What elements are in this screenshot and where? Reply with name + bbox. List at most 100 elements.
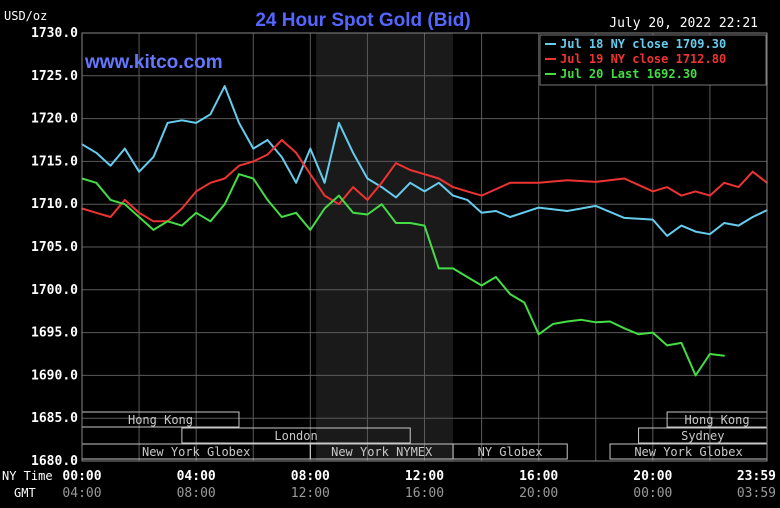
x-tick-label-ny: 12:00 xyxy=(405,469,444,484)
x-tick-label-ny: 23:59 xyxy=(737,469,776,484)
series-point-2 xyxy=(252,160,255,163)
series-point-1 xyxy=(466,199,469,201)
series-point-2 xyxy=(309,173,312,176)
series-point-1 xyxy=(623,217,626,219)
series-point-2 xyxy=(366,199,369,201)
series-point-2 xyxy=(238,164,240,167)
series-point-2 xyxy=(709,194,711,197)
series-point-1 xyxy=(295,182,297,184)
series-point-3 xyxy=(238,173,240,176)
y-tick-label: 1690.0 xyxy=(31,368,78,383)
session-label: NY Globex xyxy=(478,445,543,459)
series-point-1 xyxy=(723,222,725,224)
series-point-2 xyxy=(280,139,283,141)
series-point-2 xyxy=(652,190,654,193)
series-point-1 xyxy=(366,177,369,180)
series-point-2 xyxy=(509,182,511,184)
series-point-2 xyxy=(423,173,426,176)
series-point-1 xyxy=(152,156,155,158)
series-point-1 xyxy=(495,210,497,212)
series-point-1 xyxy=(594,205,597,207)
chart-timestamp: July 20, 2022 22:21 xyxy=(609,16,758,31)
series-point-2 xyxy=(409,169,412,171)
session-label: London xyxy=(274,429,317,443)
series-point-2 xyxy=(223,177,226,180)
series-point-3 xyxy=(437,267,440,270)
legend-entry: Jul 18 NY close 1709.30 xyxy=(560,37,726,51)
chart-title: 24 Hour Spot Gold (Bid) xyxy=(255,10,470,31)
series-point-2 xyxy=(566,179,569,182)
y-unit-label: USD/oz xyxy=(4,9,47,23)
x-row-label-gmt: GMT xyxy=(14,486,36,500)
series-point-1 xyxy=(509,216,511,218)
y-tick-label: 1695.0 xyxy=(31,326,78,341)
session-label: Sydney xyxy=(681,429,724,443)
x-tick-label-ny: 08:00 xyxy=(291,469,330,484)
series-point-3 xyxy=(495,276,497,278)
series-point-3 xyxy=(124,203,126,205)
session-label: Hong Kong xyxy=(128,413,193,427)
series-point-3 xyxy=(395,222,397,224)
x-tick-label-gmt: 12:00 xyxy=(291,486,330,501)
series-point-3 xyxy=(566,320,569,323)
series-point-3 xyxy=(623,327,626,330)
series-point-2 xyxy=(138,211,140,214)
series-point-1 xyxy=(266,139,269,141)
series-point-3 xyxy=(380,203,383,205)
x-tick-label-gmt: 20:00 xyxy=(519,486,558,501)
series-point-1 xyxy=(209,113,212,116)
series-point-3 xyxy=(680,342,683,344)
series-point-3 xyxy=(509,293,511,295)
x-tick-label-gmt: 16:00 xyxy=(405,486,444,501)
series-point-1 xyxy=(380,186,383,188)
x-tick-label-ny: 00:00 xyxy=(62,469,101,484)
series-point-3 xyxy=(694,374,697,377)
y-tick-label: 1705.0 xyxy=(31,240,78,255)
y-tick-label: 1680.0 xyxy=(31,454,78,469)
series-point-1 xyxy=(238,122,240,124)
series-line-1 xyxy=(81,85,768,237)
series-line-3 xyxy=(81,173,725,377)
series-point-2 xyxy=(124,199,126,201)
series-point-3 xyxy=(152,229,155,231)
y-tick-label: 1730.0 xyxy=(31,26,78,41)
series-point-1 xyxy=(652,218,654,221)
x-tick-label-ny: 04:00 xyxy=(177,469,216,484)
series-point-3 xyxy=(594,321,597,324)
y-tick-label: 1715.0 xyxy=(31,154,78,169)
series-point-2 xyxy=(437,177,440,180)
series-point-1 xyxy=(309,147,312,150)
series-point-3 xyxy=(309,229,312,231)
series-point-3 xyxy=(709,353,711,355)
series-point-3 xyxy=(637,333,640,336)
series-point-2 xyxy=(209,182,212,184)
series-point-1 xyxy=(338,122,340,124)
series-point-2 xyxy=(95,211,98,214)
series-point-3 xyxy=(338,194,340,197)
series-point-2 xyxy=(323,194,326,197)
x-tick-labels: 00:00 04:00 04:00 08:00 08:00 12:00 12:00 16:00… xyxy=(62,469,776,501)
series-point-2 xyxy=(452,186,454,188)
series-point-1 xyxy=(480,211,483,214)
series-point-3 xyxy=(537,333,540,336)
session-label: Hong Kong xyxy=(685,413,750,427)
plot-frame xyxy=(81,32,768,462)
series-point-2 xyxy=(181,207,183,210)
legend-entry: Jul 20 Last 1692.30 xyxy=(560,67,697,81)
y-tick-labels: 1730.0 1725.0 1720.0 1715.0 1710.0 1705.0 1700… xyxy=(31,26,78,469)
series-point-3 xyxy=(609,320,611,323)
series-point-1 xyxy=(124,147,126,150)
series-point-3 xyxy=(209,220,212,223)
series-point-1 xyxy=(109,164,112,167)
series-point-1 xyxy=(751,216,754,218)
series-point-3 xyxy=(166,220,169,223)
session-label: New York Globex xyxy=(634,445,742,459)
x-row-label-ny: NY Time xyxy=(2,469,53,483)
series-point-1 xyxy=(223,85,226,87)
series-point-2 xyxy=(694,190,697,193)
series-point-3 xyxy=(552,323,554,325)
series-point-3 xyxy=(409,222,412,224)
series-point-3 xyxy=(580,318,583,321)
session-label: New York NYMEX xyxy=(331,445,433,459)
